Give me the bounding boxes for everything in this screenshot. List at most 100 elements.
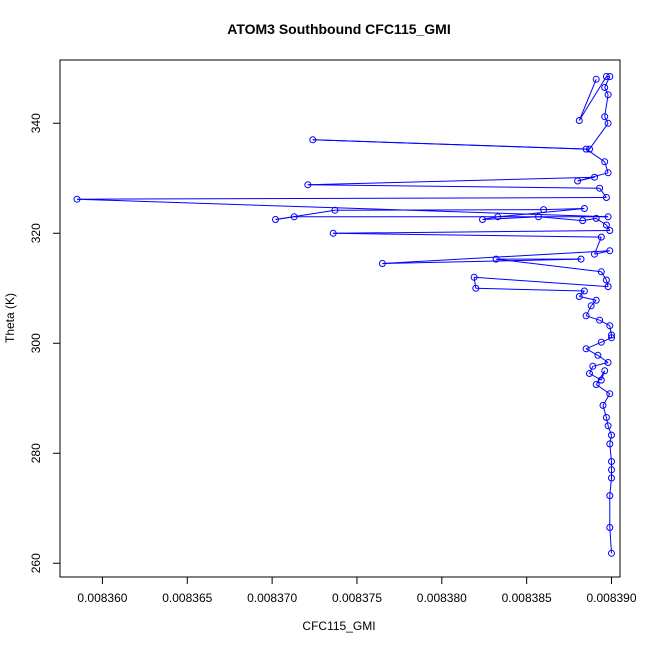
series-segment (307, 176, 595, 186)
y-axis-label: Theta (K) (3, 293, 17, 343)
y-tick-label: 260 (29, 553, 43, 573)
series-segment (595, 384, 611, 395)
series-segment (474, 276, 609, 288)
series-segment (609, 325, 612, 336)
x-tick-label: 0.008385 (502, 591, 552, 605)
x-tick-label: 0.008365 (162, 591, 212, 605)
data-point (582, 312, 590, 320)
data-point (592, 214, 600, 222)
data-point (608, 458, 615, 465)
series-segment (578, 76, 607, 121)
series-segment (585, 315, 600, 321)
data-point (594, 351, 602, 359)
series-segment (589, 366, 594, 374)
series-segment (607, 425, 612, 436)
data-point (575, 117, 583, 124)
data-point (591, 173, 598, 181)
data-point (606, 322, 614, 330)
x-tick-label: 0.008370 (247, 591, 297, 605)
data-point (290, 213, 298, 221)
data-point (479, 216, 486, 223)
series-segment (605, 417, 609, 426)
data-point (575, 293, 583, 300)
data-point (494, 213, 502, 221)
data-point (592, 75, 600, 83)
data-point (309, 136, 317, 144)
data-point (582, 345, 590, 353)
data-point (272, 216, 279, 223)
data-point (602, 73, 610, 80)
data-point (608, 331, 615, 339)
data-point (606, 390, 614, 398)
x-tick-label: 0.008390 (586, 591, 636, 605)
series-segment (602, 405, 607, 418)
data-point (470, 273, 478, 281)
series-segment (609, 527, 612, 554)
y-axis: 260 280 300 320 340 (29, 113, 60, 573)
data-point (604, 359, 612, 366)
series-segment (585, 348, 599, 356)
data-point (606, 227, 614, 234)
data-point (602, 194, 610, 201)
y-tick-label: 320 (29, 223, 43, 243)
data-point (606, 73, 614, 80)
data-point (304, 181, 312, 189)
data-point (597, 233, 605, 241)
data-point (604, 422, 612, 430)
y-tick-label: 280 (29, 443, 43, 463)
data-point (608, 466, 615, 474)
series-segment (604, 116, 609, 124)
x-tick-label: 0.008375 (332, 591, 382, 605)
series-segment (473, 277, 477, 289)
series-segment (497, 208, 585, 218)
data-point (577, 255, 585, 263)
data-point (535, 213, 542, 221)
data-point (591, 250, 598, 258)
data-point (601, 367, 609, 375)
series-segment (275, 209, 335, 220)
series-segment (604, 87, 609, 95)
data-point (592, 296, 600, 304)
series-segment (538, 216, 583, 222)
data-point (604, 169, 612, 177)
data-point (472, 284, 480, 292)
series-segment (599, 319, 611, 327)
series-segment (578, 290, 585, 297)
data-point (586, 370, 593, 377)
series-segment (585, 305, 592, 317)
series-segment (604, 94, 609, 117)
series-segment (601, 337, 612, 343)
series-segment (599, 187, 607, 198)
data-point (579, 217, 587, 225)
series-segment (496, 258, 602, 273)
data-point (589, 362, 597, 370)
data-point (608, 474, 615, 482)
x-tick-label: 0.008380 (417, 591, 467, 605)
series-segment (333, 232, 602, 238)
series-segment (76, 198, 609, 218)
x-axis-label: CFC115_GMI (302, 619, 375, 633)
data-point (602, 221, 610, 229)
data-point (606, 440, 614, 448)
data-point (73, 195, 81, 203)
series-segment (585, 148, 605, 163)
series-segment (76, 197, 607, 200)
data-point (608, 549, 615, 557)
data-point (586, 145, 593, 153)
y-tick-label: 340 (29, 113, 43, 133)
series-segment (582, 217, 597, 222)
series-segment (482, 216, 539, 220)
y-tick-label: 300 (29, 333, 43, 353)
data-point (597, 338, 605, 346)
series-segment (602, 393, 611, 406)
series-segment (589, 123, 609, 150)
series-segment (609, 435, 612, 444)
series-segment (334, 209, 544, 211)
data-point (587, 302, 595, 310)
data-point (604, 283, 612, 291)
series-segment (307, 184, 600, 189)
data-point (580, 205, 588, 212)
data-point (378, 260, 386, 267)
data-point (604, 119, 612, 127)
